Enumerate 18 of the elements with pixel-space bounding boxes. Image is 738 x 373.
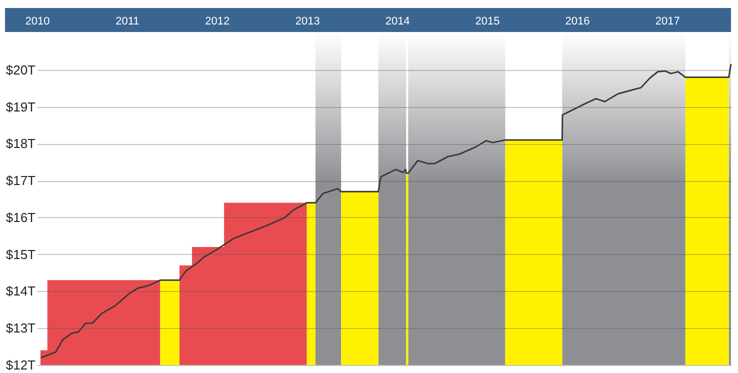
y-tick-label: $19T — [6, 99, 36, 114]
x-tick-label: 2012 — [205, 16, 230, 28]
y-tick-label: $17T — [6, 173, 36, 188]
y-tick-label: $12T — [6, 358, 36, 372]
y-tick-label: $13T — [6, 320, 36, 336]
x-tick-label: 2013 — [295, 16, 320, 28]
y-tick-label: $16T — [6, 210, 36, 225]
x-tick-label: 2016 — [565, 16, 590, 28]
y-tick-label: $18T — [6, 136, 36, 152]
x-tick-label: 2014 — [385, 16, 410, 28]
x-tick-label: 2011 — [116, 16, 140, 28]
x-tick-label: 2017 — [655, 16, 680, 28]
x-tick-label: 2010 — [25, 16, 50, 28]
line-series — [40, 63, 732, 358]
x-tick-label: 2015 — [475, 16, 500, 28]
y-tick-label: $15T — [6, 246, 36, 262]
y-tick-label: $20T — [6, 62, 36, 78]
y-tick-label: $14T — [6, 284, 36, 299]
